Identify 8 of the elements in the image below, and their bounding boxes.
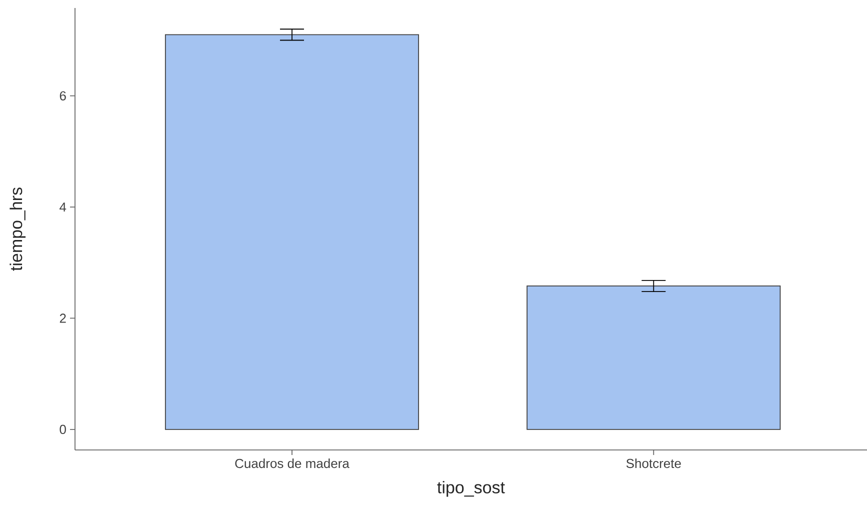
- x-axis-title: tipo_sost: [437, 480, 505, 497]
- y-axis-title: tiempo_hrs: [10, 188, 26, 271]
- x-tick-label: Cuadros de madera: [235, 458, 350, 468]
- y-tick-label: 6: [60, 91, 66, 100]
- x-tick-label: Shotcrete: [626, 458, 681, 468]
- y-tick-label: 2: [60, 314, 66, 323]
- y-tick-label: 0: [60, 424, 66, 434]
- y-tick-label: 4: [60, 202, 66, 212]
